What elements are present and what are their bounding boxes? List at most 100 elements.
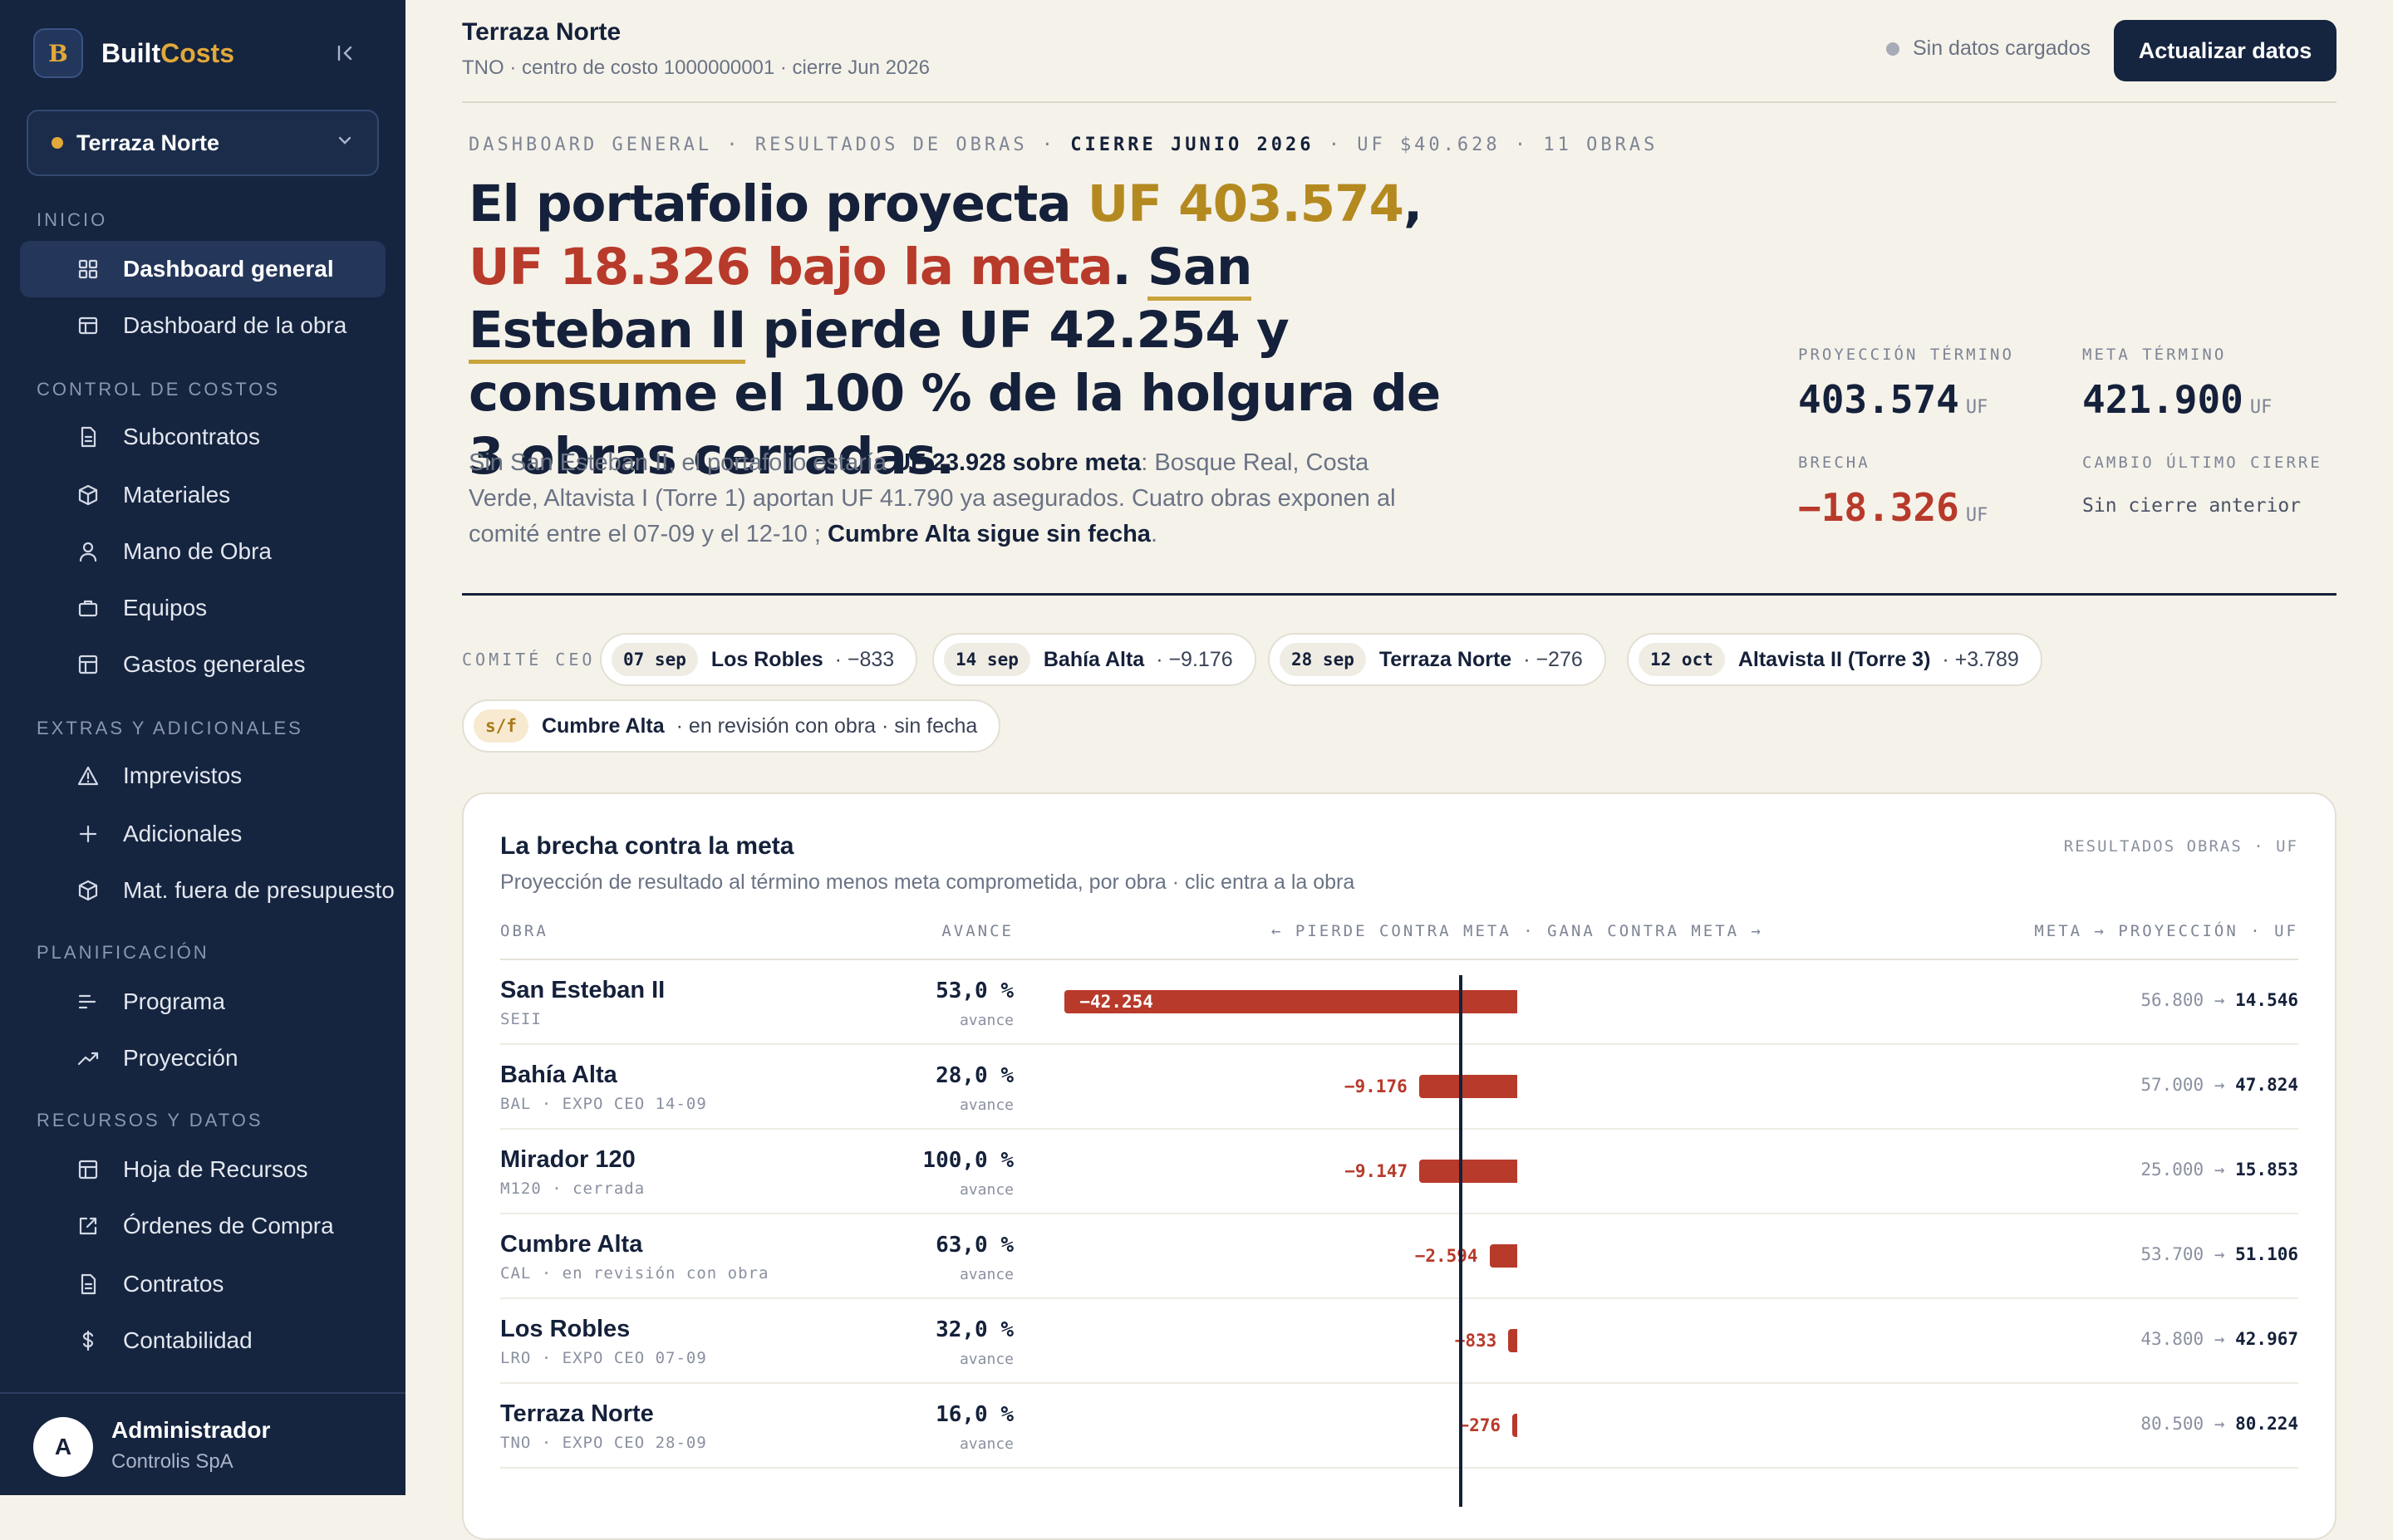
- obra-code: TNO · EXPO CEO 28-09: [500, 1434, 707, 1452]
- sidebar-item-contratos[interactable]: Contratos: [20, 1256, 386, 1312]
- obra-code: SEII: [500, 1010, 542, 1028]
- layout-icon: [76, 314, 100, 337]
- column-header-meta-proyeccion: META → PROYECCIÓN · UF: [2034, 922, 2298, 940]
- obra-name: Los Robles: [500, 1316, 631, 1342]
- kpi-gap: BRECHA −18.326 UF: [1798, 454, 1988, 530]
- table-row[interactable]: Cumbre Alta CAL · en revisión con obra 63,…: [500, 1214, 2298, 1299]
- update-data-button[interactable]: Actualizar datos: [2114, 20, 2336, 81]
- table-row[interactable]: Los Robles LRO · EXPO CEO 07-09 32,0 % avan…: [500, 1299, 2298, 1384]
- gap-card: La brecha contra la meta Proyección de r…: [462, 792, 2336, 1540]
- card-title: La brecha contra la meta: [500, 832, 794, 860]
- obra-progress-sub: avance: [959, 1435, 1014, 1453]
- sidebar-item-ordenes-compra[interactable]: Órdenes de Compra: [20, 1198, 386, 1254]
- dollar-icon: [76, 1329, 100, 1352]
- committee-chip[interactable]: 07 sep Los Robles · −833: [600, 633, 918, 686]
- headline: El portafolio proyecta UF 403.574, UF 18…: [469, 174, 1441, 486]
- user-menu[interactable]: A Administrador Controlis SpA: [0, 1392, 405, 1495]
- kpi-target: META TÉRMINO 421.900 UF: [2082, 346, 2273, 422]
- sidebar-item-adicionales[interactable]: Adicionales: [20, 806, 386, 862]
- sidebar-item-equipos[interactable]: Equipos: [20, 580, 386, 636]
- sidebar-item-label: Dashboard general: [123, 256, 334, 282]
- meta-to-projection: 56.800 → 14.546: [2140, 990, 2298, 1010]
- obra-progress: 32,0 %: [936, 1317, 1014, 1342]
- committee-chip[interactable]: s/f Cumbre Alta · en revisión con obra · s…: [462, 699, 1001, 753]
- obra-progress: 28,0 %: [936, 1063, 1014, 1088]
- zero-axis-line: [1459, 975, 1462, 1507]
- gap-bar-label: −42.254: [1079, 992, 1153, 1012]
- main-content: Terraza Norte TNO · centro de costo 1000…: [405, 0, 2393, 1540]
- table-row[interactable]: Mirador 120 M120 · cerrada 100,0 % avance −9…: [500, 1130, 2298, 1214]
- meta-to-projection: 80.500 → 80.224: [2140, 1414, 2298, 1434]
- sidebar-item-contabilidad[interactable]: Contabilidad: [20, 1312, 386, 1369]
- header-divider: [500, 959, 2298, 960]
- gap-bar: [1512, 1414, 1517, 1437]
- sidebar-item-programa[interactable]: Programa: [20, 974, 386, 1030]
- sidebar-item-label: Equipos: [123, 595, 208, 620]
- headline-project-link[interactable]: San Esteban II: [469, 238, 1252, 364]
- sidebar-item-label: Imprevistos: [123, 763, 243, 788]
- gap-bar-label: −9.176: [1344, 1077, 1408, 1096]
- sidebar-item-hoja-recursos[interactable]: Hoja de Recursos: [20, 1141, 386, 1198]
- sidebar-item-label: Materiales: [123, 482, 231, 508]
- obra-code: CAL · en revisión con obra: [500, 1264, 769, 1283]
- gap-bar: [1508, 1329, 1517, 1352]
- sidebar-item-label: Mat. fuera de presupuesto: [123, 877, 395, 903]
- sidebar-item-subcontratos[interactable]: Subcontratos: [20, 409, 386, 465]
- card-tag: RESULTADOS OBRAS · UF: [2063, 837, 2298, 856]
- meta-to-projection: 43.800 → 42.967: [2140, 1329, 2298, 1349]
- obra-progress: 100,0 %: [922, 1148, 1014, 1173]
- project-selector-label: Terraza Norte: [76, 130, 220, 155]
- column-header-avance: AVANCE: [941, 922, 1014, 940]
- chevron-down-icon: [336, 131, 354, 154]
- sidebar-item-dashboard-general[interactable]: Dashboard general: [20, 241, 386, 297]
- sidebar-item-proyeccion[interactable]: Proyección: [20, 1030, 386, 1086]
- obra-name: Cumbre Alta: [500, 1231, 643, 1258]
- kpi-projection: PROYECCIÓN TÉRMINO 403.574 UF: [1798, 346, 2014, 422]
- meta-to-projection: 53.700 → 51.106: [2140, 1244, 2298, 1264]
- meta-to-projection: 57.000 → 47.824: [2140, 1075, 2298, 1095]
- sidebar-item-label: Mano de Obra: [123, 538, 272, 564]
- sidebar-item-label: Hoja de Recursos: [123, 1156, 308, 1182]
- summary-text: Sin San Esteban II, el portafolio estarí…: [469, 449, 1396, 547]
- gap-bar: [1064, 990, 1517, 1013]
- table-row[interactable]: Bahía Alta BAL · EXPO CEO 14-09 28,0 % avan…: [500, 1045, 2298, 1130]
- trend-icon: [76, 1047, 100, 1070]
- sidebar-item-label: Órdenes de Compra: [123, 1213, 334, 1238]
- sidebar-item-label: Contabilidad: [123, 1327, 253, 1353]
- status-dot-icon: [1885, 42, 1899, 56]
- committee-chip[interactable]: 28 sep Terraza Norte · −276: [1268, 633, 1606, 686]
- collapse-sidebar-icon[interactable]: [331, 38, 361, 68]
- obra-name: Terraza Norte: [500, 1400, 654, 1427]
- project-selector[interactable]: Terraza Norte: [27, 110, 379, 176]
- sidebar-item-dashboard-obra[interactable]: Dashboard de la obra: [20, 297, 386, 354]
- user-icon: [76, 540, 100, 563]
- warning-icon: [76, 764, 100, 787]
- sidebar-item-materiales[interactable]: Materiales: [20, 467, 386, 523]
- sidebar-item-gastos-generales[interactable]: Gastos generales: [20, 636, 386, 693]
- nav-section-extras: EXTRAS Y ADICIONALES: [37, 718, 303, 738]
- table-row[interactable]: Terraza Norte TNO · EXPO CEO 28-09 16,0 % a…: [500, 1384, 2298, 1469]
- obra-progress: 63,0 %: [936, 1233, 1014, 1258]
- sidebar-item-mano-de-obra[interactable]: Mano de Obra: [20, 523, 386, 580]
- column-header-obra: OBRA: [500, 922, 548, 940]
- obra-name: Mirador 120: [500, 1146, 636, 1173]
- user-org: Controlis SpA: [111, 1450, 233, 1473]
- meta-to-projection: 25.000 → 15.853: [2140, 1160, 2298, 1180]
- avatar: A: [33, 1417, 93, 1477]
- table-icon: [76, 653, 100, 676]
- committee-chip[interactable]: 12 oct Altavista II (Torre 3) · +3.789: [1627, 633, 2042, 686]
- sidebar-item-mat-fuera-presupuesto[interactable]: Mat. fuera de presupuesto: [20, 862, 395, 919]
- gap-bar: [1419, 1160, 1517, 1183]
- data-status-label: Sin datos cargados: [1912, 37, 2091, 60]
- sidebar-item-label: Contratos: [123, 1271, 224, 1297]
- brand[interactable]: B BuiltCosts: [33, 28, 234, 78]
- table-row[interactable]: San Esteban II SEII 53,0 % avance −42.254 56.…: [500, 960, 2298, 1045]
- committee-chip[interactable]: 14 sep Bahía Alta · −9.176: [932, 633, 1256, 686]
- committee-label: COMITÉ CEO: [462, 650, 596, 669]
- breadcrumb: DASHBOARD GENERAL · RESULTADOS DE OBRAS …: [469, 135, 1658, 155]
- sidebar-item-imprevistos[interactable]: Imprevistos: [20, 748, 386, 804]
- sidebar-item-label: Proyección: [123, 1045, 238, 1071]
- plus-icon: [76, 822, 100, 846]
- gap-bar-label: −2.594: [1414, 1246, 1478, 1266]
- sidebar-item-label: Programa: [123, 988, 225, 1014]
